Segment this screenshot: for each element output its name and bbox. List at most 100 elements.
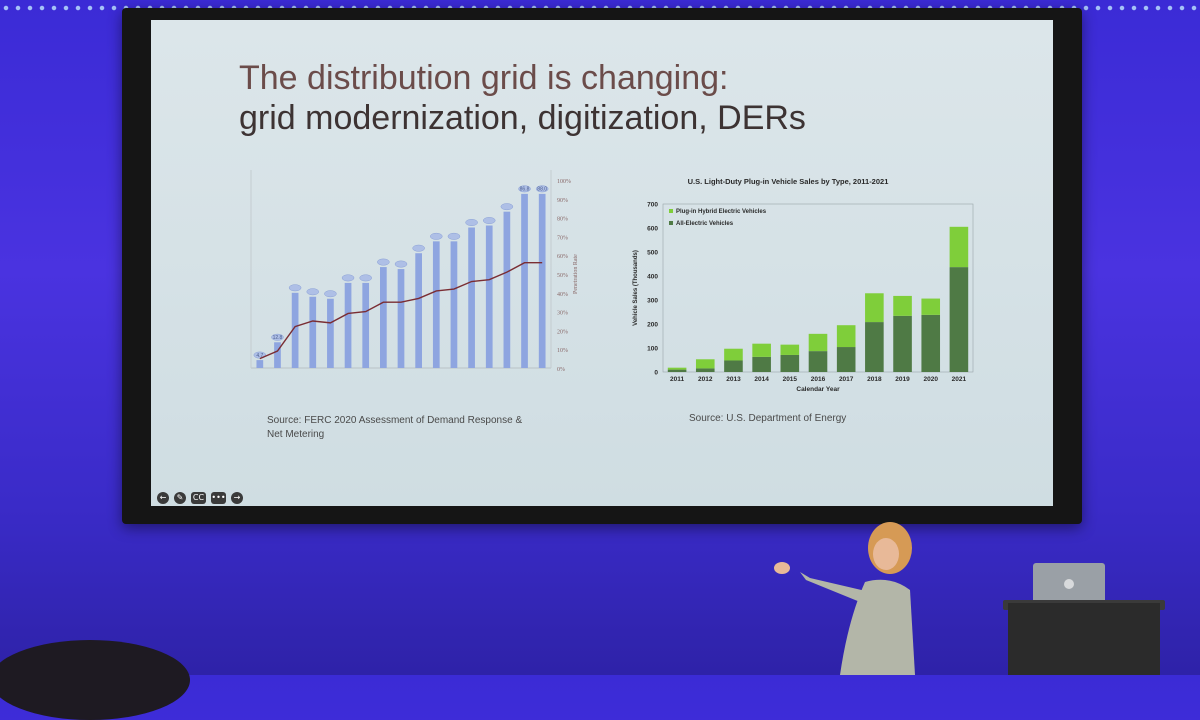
ev-y-tick: 700 bbox=[647, 202, 658, 209]
doe-source: Source: U.S. Department of Energy bbox=[689, 413, 847, 424]
ev-x-tick: 2018 bbox=[867, 376, 882, 383]
ferc-bar bbox=[397, 269, 405, 368]
ev-y-tick: 200 bbox=[647, 322, 658, 329]
ev-y-tick: 500 bbox=[647, 250, 658, 257]
ferc-bar bbox=[256, 360, 264, 368]
ev-bar-phev bbox=[695, 359, 715, 369]
ev-bar-phev bbox=[921, 298, 941, 315]
presenter-figure bbox=[774, 522, 915, 675]
cc-button[interactable]: CC bbox=[191, 492, 206, 504]
ev-legend-swatch-phev bbox=[669, 209, 673, 213]
ev-x-tick: 2015 bbox=[783, 376, 798, 383]
ferc-data-label: 4.7 bbox=[256, 353, 263, 359]
ferc-bar-cap bbox=[412, 244, 425, 252]
ferc-bar bbox=[432, 241, 440, 368]
laptop bbox=[1033, 563, 1105, 607]
ferc-y2-tick: 70% bbox=[557, 235, 568, 241]
ferc-bar-cap bbox=[271, 333, 284, 341]
ferc-bar-cap bbox=[359, 274, 372, 282]
ev-bar-bev bbox=[949, 267, 969, 372]
ferc-bar-cap bbox=[394, 260, 408, 268]
ev-x-tick: 2013 bbox=[726, 376, 741, 383]
ev-y-tick: 0 bbox=[654, 370, 658, 377]
ev-x-tick: 2017 bbox=[839, 376, 854, 383]
ferc-y2-tick: 30% bbox=[557, 311, 568, 317]
ev-y-tick: 100 bbox=[647, 346, 658, 353]
ev-bar-bev bbox=[724, 360, 743, 372]
ferc-bar bbox=[309, 296, 317, 368]
ev-x-tick: 2014 bbox=[754, 376, 769, 383]
ev-bar-phev bbox=[836, 325, 856, 348]
slide-title-line1: The distribution grid is changing: bbox=[239, 59, 729, 97]
ev-bar-bev bbox=[836, 347, 856, 372]
ev-y-tick: 300 bbox=[647, 298, 658, 305]
ev-legend-swatch-bev bbox=[669, 221, 673, 225]
ferc-bar bbox=[521, 193, 528, 368]
ev-bar-bev bbox=[695, 368, 715, 372]
podium bbox=[1008, 603, 1160, 675]
ev-legend-bev: All-Electric Vehicles bbox=[676, 221, 734, 227]
ferc-bar bbox=[450, 241, 458, 368]
ev-x-tick: 2021 bbox=[952, 376, 967, 383]
ev-bar-phev bbox=[893, 295, 912, 316]
ev-legend-phev: Plug-in Hybrid Electric Vehicles bbox=[676, 209, 767, 215]
ferc-bar bbox=[538, 193, 546, 368]
ferc-bar bbox=[415, 253, 422, 368]
ferc-meter-chart: 0% 10% 20% 30% 40% 50% 60% 70% 80% 90% 100% Penetra… bbox=[250, 170, 579, 373]
ev-bar-bev bbox=[865, 322, 884, 372]
ferc-bar bbox=[485, 225, 493, 368]
ev-bar-phev bbox=[724, 348, 743, 361]
ev-chart-title: U.S. Light-Duty Plug-in Vehicle Sales by… bbox=[688, 177, 889, 186]
pen-icon[interactable]: ✎ bbox=[174, 492, 186, 504]
ev-x-tick: 2016 bbox=[811, 376, 826, 383]
ferc-bar bbox=[291, 292, 299, 368]
ferc-y2-tick: 50% bbox=[557, 273, 568, 279]
apple-logo-icon bbox=[1064, 579, 1074, 589]
ev-bar-phev bbox=[752, 343, 771, 357]
ferc-y2-tick: 40% bbox=[557, 292, 568, 298]
ferc-bar-cap bbox=[465, 219, 478, 226]
arrow-left-icon[interactable]: ← bbox=[157, 492, 169, 504]
ev-bar-phev bbox=[808, 333, 828, 352]
ferc-bar-cap bbox=[341, 274, 355, 282]
arrow-right-icon[interactable]: → bbox=[231, 492, 243, 504]
audience-head bbox=[0, 640, 190, 720]
ferc-data-label: 86.8 bbox=[520, 187, 530, 193]
ev-bar-bev bbox=[752, 356, 771, 372]
ferc-bar-cap bbox=[377, 258, 390, 266]
ferc-bar-cap bbox=[430, 232, 443, 240]
ferc-bar bbox=[327, 298, 334, 368]
ev-y-label: Vehicle Sales (Thousands) bbox=[633, 250, 639, 326]
ferc-y2-tick: 20% bbox=[557, 329, 568, 335]
ferc-y2-tick: 60% bbox=[557, 254, 568, 260]
ev-x-label: Calendar Year bbox=[796, 386, 840, 393]
ferc-y2-label: Penetration Rate bbox=[573, 254, 579, 294]
ferc-bar-cap bbox=[535, 185, 549, 193]
ferc-y2-tick: 10% bbox=[557, 348, 568, 354]
ev-y-tick: 400 bbox=[647, 274, 658, 281]
more-button[interactable]: ••• bbox=[211, 492, 226, 504]
ferc-bar bbox=[274, 342, 281, 368]
ferc-y2-tick: 80% bbox=[557, 217, 568, 223]
presentation-slide: The distribution grid is changing: grid … bbox=[151, 20, 1053, 506]
ferc-data-label: 12.8 bbox=[273, 335, 283, 341]
ev-bar-bev bbox=[893, 315, 912, 372]
ev-x-tick: 2012 bbox=[698, 376, 713, 383]
ev-y-tick: 600 bbox=[647, 226, 658, 233]
slide-title: The distribution grid is changing: grid … bbox=[239, 58, 999, 138]
ev-x-tick: 2020 bbox=[923, 376, 938, 383]
ev-bar-bev bbox=[921, 314, 941, 372]
ferc-y2-tick: 0% bbox=[557, 367, 565, 373]
ferc-bar-cap bbox=[500, 203, 514, 211]
ev-bar-bev bbox=[667, 369, 687, 372]
ferc-y2-tick: 100% bbox=[557, 179, 571, 185]
slide-title-line2: grid modernization, digitization, DERs bbox=[239, 99, 806, 137]
ferc-bar-cap bbox=[324, 290, 337, 298]
ferc-bar-cap bbox=[306, 288, 320, 296]
ev-bar-phev bbox=[865, 293, 884, 323]
ev-bar-bev bbox=[808, 351, 828, 372]
ferc-data-label: 88.0 bbox=[537, 187, 547, 193]
ev-bar-bev bbox=[780, 354, 800, 372]
ev-bar-phev bbox=[667, 367, 687, 370]
ev-bar-phev bbox=[780, 344, 800, 355]
